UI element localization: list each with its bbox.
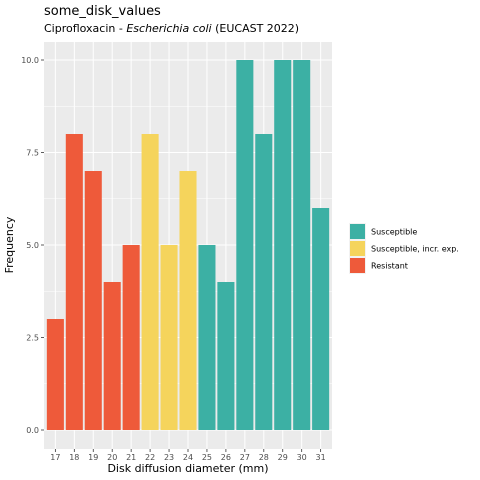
x-tick-label: 28 — [259, 453, 269, 462]
subtitle-guideline: (EUCAST 2022) — [212, 22, 299, 35]
y-axis-ticks: 0.0 2.5 5.0 7.5 10.0 — [21, 56, 44, 435]
x-tick-label: 23 — [164, 453, 174, 462]
x-tick-label: 25 — [202, 453, 212, 462]
x-tick-label: 20 — [107, 453, 117, 462]
x-tick-label: 27 — [240, 453, 250, 462]
subtitle-drug: Ciprofloxacin - — [44, 22, 126, 35]
bars — [46, 60, 330, 430]
y-tick-label: 2.5 — [26, 334, 39, 343]
legend-label: Susceptible — [371, 228, 417, 237]
chart-subtitle: Ciprofloxacin - Escherichia coli (EUCAST… — [44, 22, 299, 35]
y-tick-label: 10.0 — [21, 56, 39, 65]
chart-title: some_disk_values — [44, 4, 161, 19]
bar-24 — [179, 171, 197, 430]
x-tick-label: 30 — [297, 453, 307, 462]
x-tick-label: 26 — [221, 453, 231, 462]
legend-swatch-S — [350, 224, 365, 239]
bar-28 — [255, 134, 273, 430]
bar-20 — [103, 282, 121, 430]
x-tick-label: 19 — [88, 453, 98, 462]
bar-18 — [65, 134, 83, 430]
y-axis-label: Frequency — [3, 216, 16, 273]
bar-21 — [122, 245, 140, 430]
legend-label: Resistant — [371, 262, 408, 271]
x-tick-label: 31 — [316, 453, 326, 462]
x-tick-label: 24 — [183, 453, 193, 462]
x-axis-ticks: 17 18 19 20 21 22 23 24 25 26 27 28 29 30 31 — [50, 449, 326, 462]
bar-19 — [84, 171, 102, 430]
bar-25 — [198, 245, 216, 430]
x-tick-label: 22 — [145, 453, 155, 462]
x-axis-label: Disk diffusion diameter (mm) — [107, 462, 268, 475]
bar-26 — [217, 282, 235, 430]
bar-22 — [141, 134, 159, 430]
bar-30 — [293, 60, 311, 430]
bar-27 — [236, 60, 254, 430]
x-tick-label: 21 — [126, 453, 136, 462]
bar-17 — [46, 319, 64, 430]
y-tick-label: 7.5 — [26, 149, 39, 158]
legend: Susceptible Susceptible, incr. exp. Resist… — [349, 223, 459, 274]
x-tick-label: 17 — [50, 453, 60, 462]
x-tick-label: 18 — [69, 453, 79, 462]
bar-29 — [274, 60, 292, 430]
bar-31 — [312, 208, 330, 430]
subtitle-organism: Escherichia coli — [126, 22, 211, 35]
y-tick-label: 5.0 — [26, 241, 39, 250]
bar-23 — [160, 245, 178, 430]
y-tick-label: 0.0 — [26, 426, 39, 435]
legend-label: Susceptible, incr. exp. — [371, 245, 459, 254]
x-tick-label: 29 — [278, 453, 288, 462]
legend-swatch-R — [350, 258, 365, 273]
legend-swatch-I — [350, 241, 365, 256]
